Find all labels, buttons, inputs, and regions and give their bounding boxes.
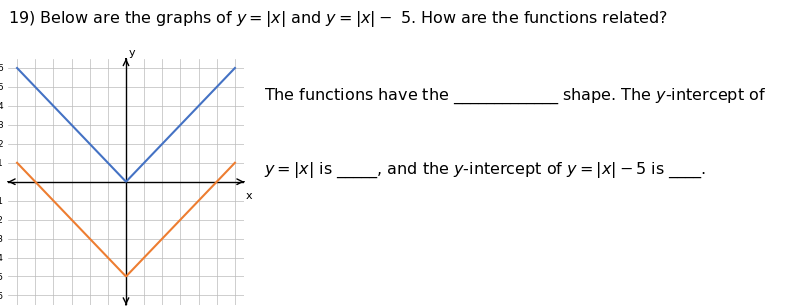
Text: 19) Below are the graphs of $y = |x|$ and $y = |x|-$ 5. How are the functions re: 19) Below are the graphs of $y = |x|$ an… (8, 9, 668, 29)
Text: $y = |x|$ is _____, and the $y$-intercept of $y = |x| - 5$ is ____.: $y = |x|$ is _____, and the $y$-intercep… (264, 160, 706, 180)
Text: y: y (129, 47, 135, 58)
Text: The functions have the _____________ shape. The $y$-intercept of: The functions have the _____________ sha… (264, 86, 766, 106)
Text: x: x (246, 191, 253, 201)
